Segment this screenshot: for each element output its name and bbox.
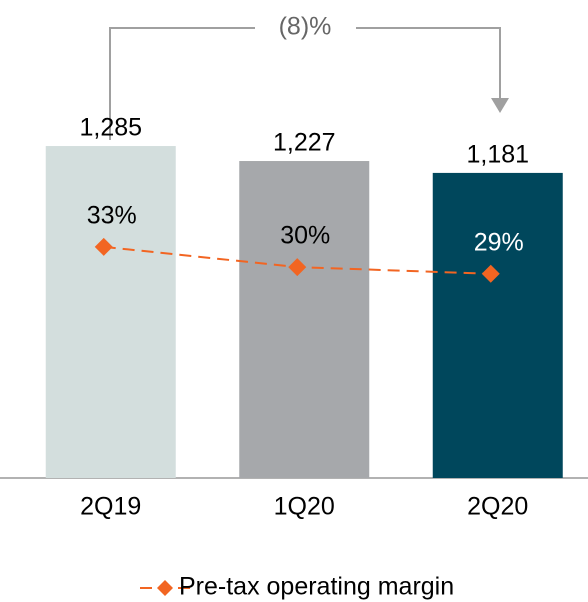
margin-label: 30% — [280, 222, 330, 250]
change-annotation: (8)% — [279, 13, 332, 41]
bar — [432, 172, 563, 479]
x-tick-label: 2Q19 — [80, 493, 141, 521]
bar-value-label: 1,227 — [273, 129, 336, 157]
margin-label: 29% — [474, 228, 524, 256]
x-tick-label: 2Q20 — [467, 493, 528, 521]
margin-marker — [94, 237, 113, 256]
bracket-left — [109, 27, 255, 140]
bar — [45, 146, 176, 478]
change-bracket — [109, 27, 509, 140]
bar-value-label: 1,285 — [79, 114, 142, 142]
bracket-arrow — [491, 98, 509, 113]
margin-label: 33% — [87, 201, 137, 229]
bar — [239, 161, 370, 478]
margin-marker — [288, 258, 307, 277]
x-tick-label: 1Q20 — [274, 493, 335, 521]
margin-marker — [481, 264, 500, 283]
legend-marker — [157, 580, 173, 596]
bracket-right — [356, 27, 501, 100]
legend-label: Pre-tax operating margin — [179, 573, 454, 601]
bar-value-label: 1,181 — [466, 141, 529, 169]
